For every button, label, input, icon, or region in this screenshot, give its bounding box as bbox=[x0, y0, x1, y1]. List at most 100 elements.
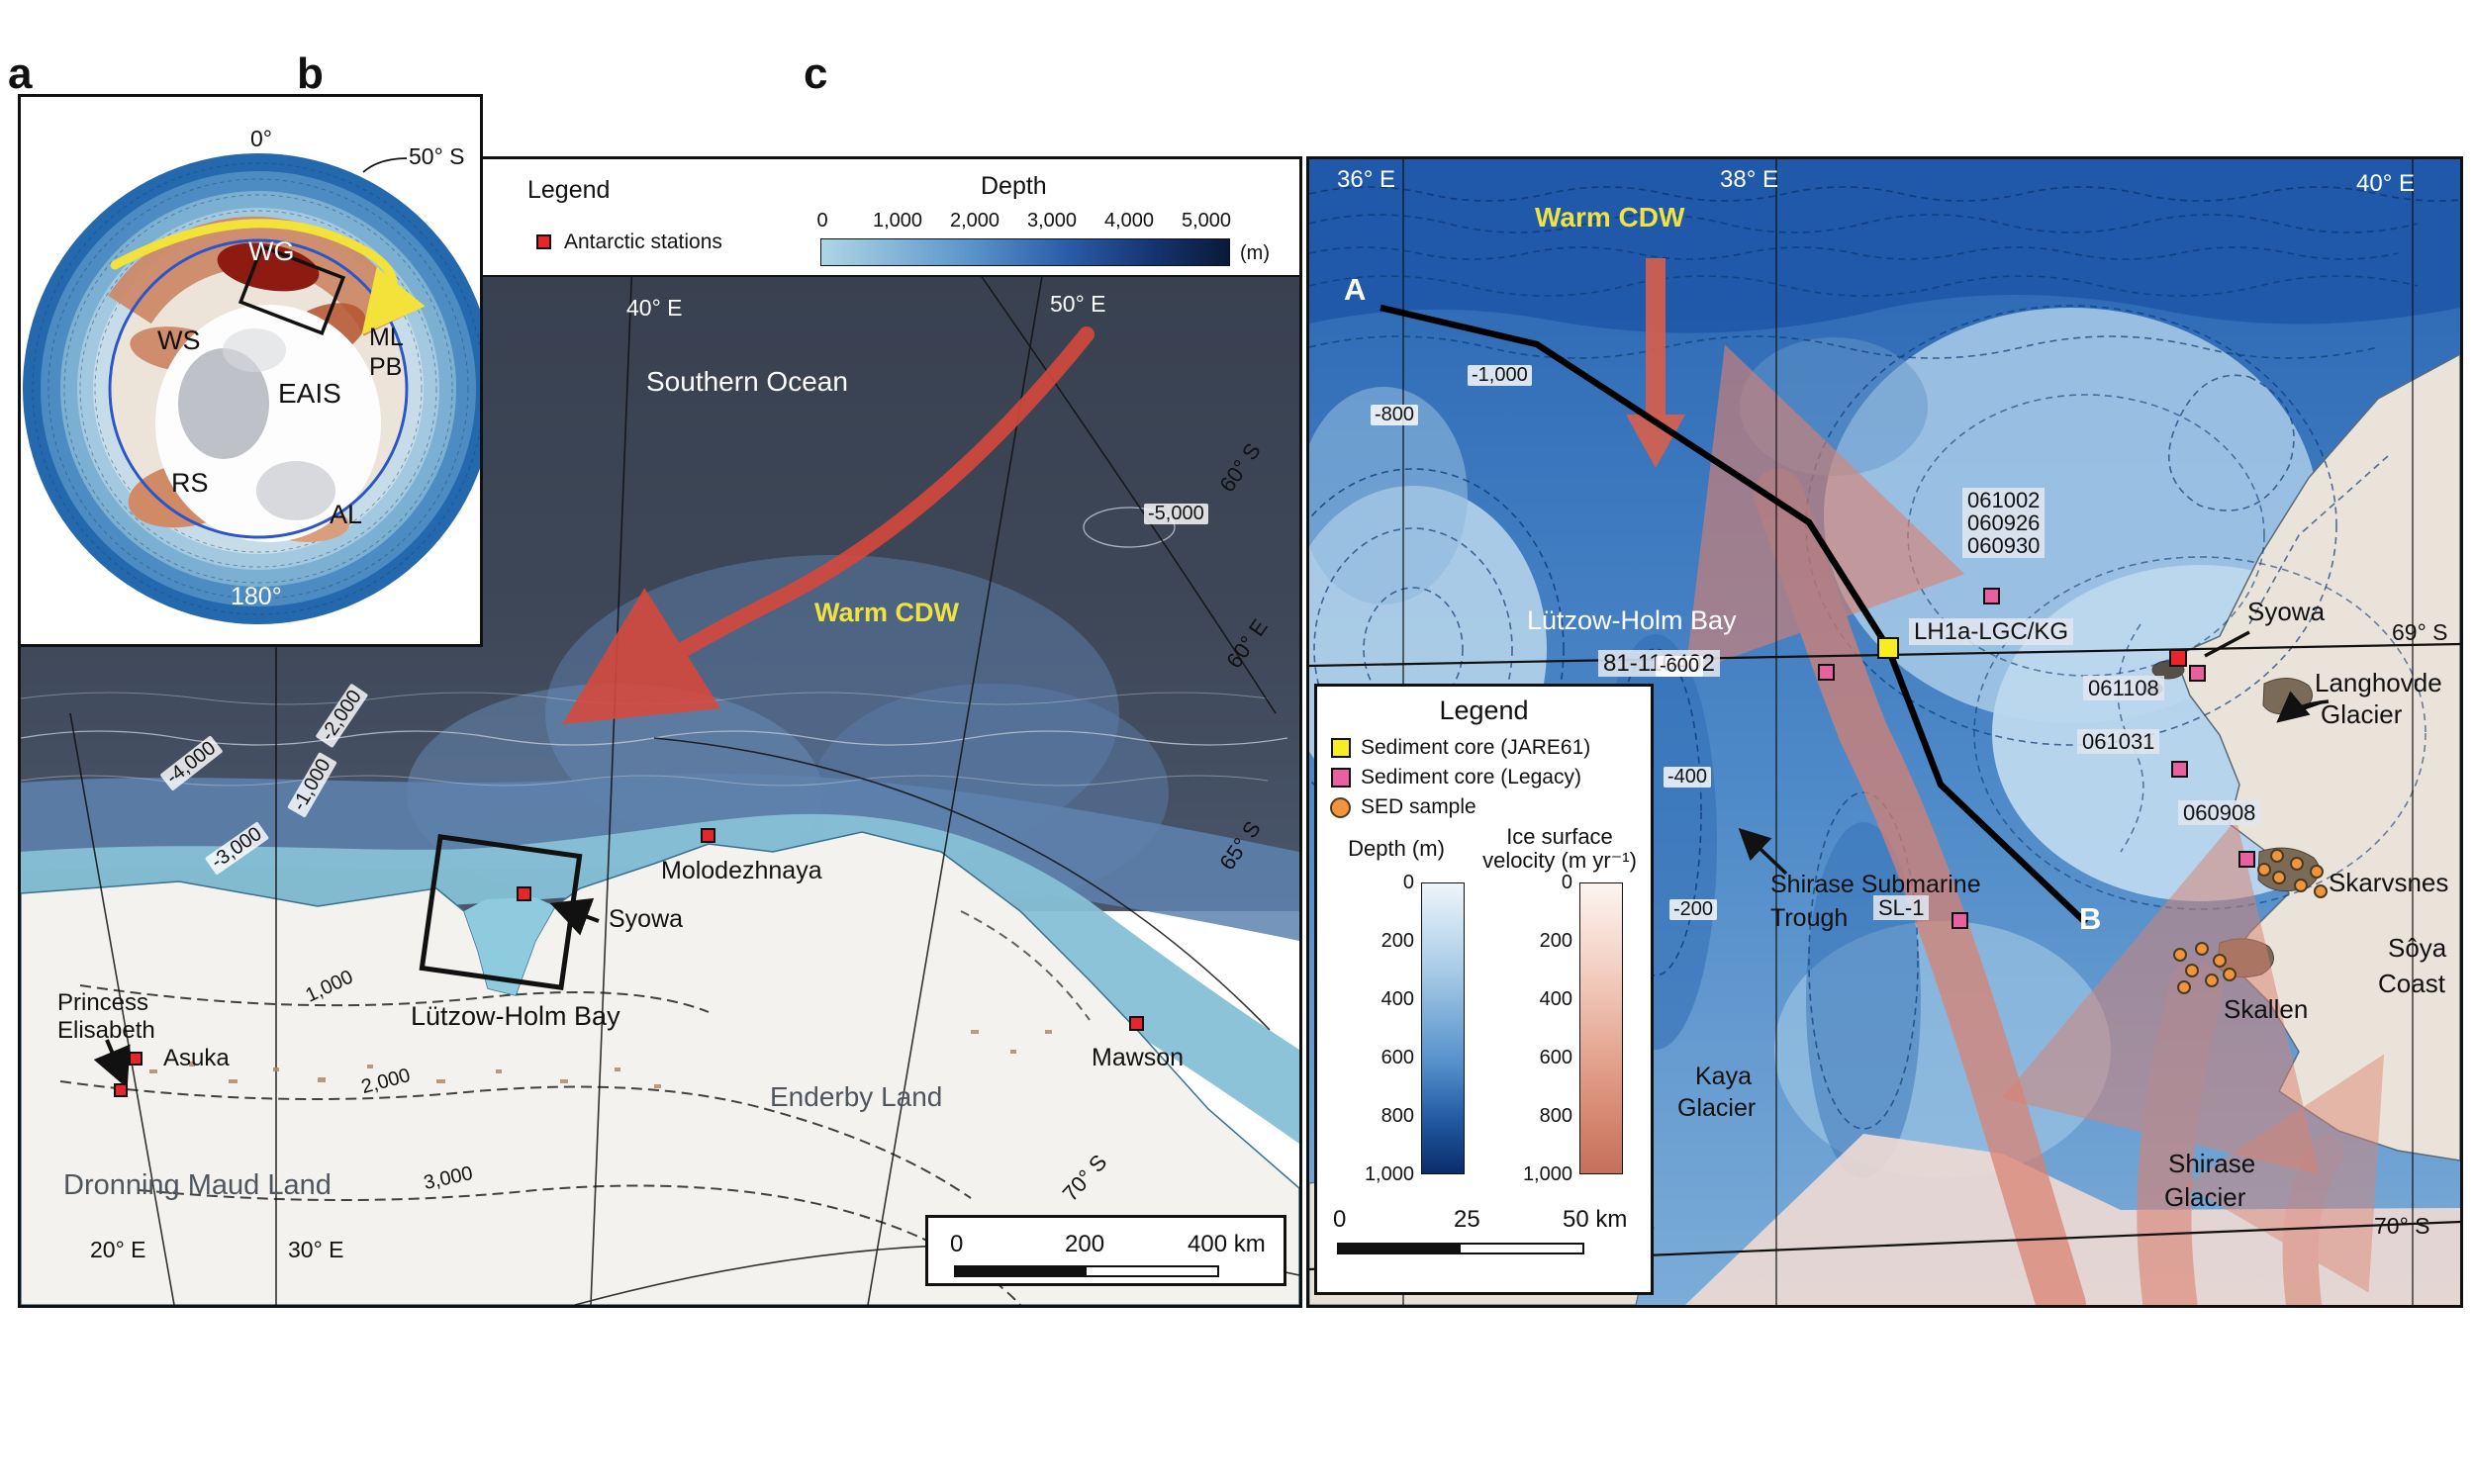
place-label-shirase-1: Shirase bbox=[2168, 1149, 2256, 1178]
sed-sample-dot bbox=[2223, 968, 2236, 981]
place-label-soya-2: Coast bbox=[2378, 969, 2445, 998]
scale-tick-400: 400 km bbox=[1188, 1231, 1266, 1257]
place-label-lutzow-c: Lützow-Holm Bay bbox=[1527, 605, 1737, 635]
legend-swatch-legacy bbox=[1331, 768, 1351, 788]
southern-ocean-label: Southern Ocean bbox=[646, 366, 848, 397]
study-region-box bbox=[238, 243, 346, 336]
station-label-asuka: Asuka bbox=[163, 1045, 230, 1071]
station-marker-princess bbox=[114, 1083, 128, 1097]
depth-colorbar bbox=[820, 238, 1230, 266]
ice-flow-arrow-coast bbox=[2183, 1054, 2385, 1305]
depth-tick: 5,000 bbox=[1181, 210, 1232, 232]
place-label-trough-1: Shirase Submarine bbox=[1770, 871, 1981, 898]
velocity-tick: 1,000 bbox=[1522, 1163, 1572, 1185]
place-label-langhovde-1: Langhovde bbox=[2315, 668, 2442, 697]
transect-line-ab bbox=[1380, 304, 2089, 926]
velocity-tick: 400 bbox=[1539, 988, 1572, 1010]
panel-b-legend: Legend Antarctic stations Depth 0 1,000 … bbox=[478, 159, 1299, 277]
core-label-060930: 060930 bbox=[1967, 533, 2041, 559]
depth-tick: 1,000 bbox=[872, 210, 923, 232]
lat-label-50s: 50° S bbox=[409, 143, 465, 169]
contour-label-5000: -5,000 bbox=[1144, 504, 1208, 524]
sed-sample-dot bbox=[2173, 948, 2187, 962]
panel-b-scalebar: 0 200 400 km bbox=[925, 1215, 1286, 1286]
contour-label-m1000: -1,000 bbox=[1468, 365, 1532, 386]
region-label-eais: EAIS bbox=[278, 378, 341, 409]
syowa-leader-c bbox=[2204, 630, 2250, 658]
sed-sample-dot bbox=[2290, 857, 2304, 871]
core-label-lh1a: LH1a-LGC/KG bbox=[1909, 618, 2074, 646]
station-label-princess-1: Princess bbox=[57, 989, 149, 1016]
transect-point-b: B bbox=[2079, 901, 2102, 936]
graticule-label-69s: 69° S bbox=[2392, 619, 2448, 645]
graticule-label-30e: 30° E bbox=[288, 1237, 344, 1262]
sed-sample-dot bbox=[2272, 871, 2286, 884]
contour-label-m600: -600 bbox=[1656, 656, 1704, 677]
lon-label-0: 0° bbox=[250, 126, 272, 151]
velocity-axis-title-2: velocity (m yr⁻¹) bbox=[1482, 848, 1637, 873]
region-label-rs: RS bbox=[171, 468, 209, 498]
core-marker-060908 bbox=[2238, 851, 2255, 868]
sed-sample-dot bbox=[2177, 980, 2191, 994]
panel-letter-a: a bbox=[8, 49, 33, 98]
lat50-leader bbox=[362, 157, 408, 173]
legend-item-legacy: Sediment core (Legacy) bbox=[1361, 766, 1581, 788]
depth-tick-c: 200 bbox=[1380, 930, 1414, 952]
graticule-label-36e: 36° E bbox=[1337, 166, 1395, 193]
legend-title: Legend bbox=[527, 176, 611, 204]
scale-c-25: 25 bbox=[1454, 1206, 1480, 1233]
velocity-colorbar bbox=[1579, 882, 1623, 1174]
scale-bar-c bbox=[1337, 1243, 1584, 1254]
panel-c-legend: Legend Sediment core (JARE61) Sediment c… bbox=[1314, 684, 1654, 1295]
princess-leader-arrow bbox=[93, 1039, 131, 1089]
sed-sample-dot bbox=[2195, 942, 2209, 956]
contour-label-m800: -800 bbox=[1371, 405, 1419, 425]
graticule-label-20e: 20° E bbox=[90, 1237, 146, 1262]
depth-tick-c: 600 bbox=[1380, 1047, 1414, 1068]
legend-swatch-jare61 bbox=[1331, 738, 1351, 758]
lutzow-holm-bay-inlet bbox=[464, 897, 555, 995]
depth-tick: 2,000 bbox=[949, 210, 1000, 232]
station-marker-molodezhnaya bbox=[701, 828, 715, 843]
warm-cdw-label-c: Warm CDW bbox=[1535, 202, 1685, 232]
place-label-skarvsnes: Skarvsnes bbox=[2329, 868, 2449, 897]
place-label-skallen: Skallen bbox=[2224, 994, 2309, 1024]
velocity-tick: 800 bbox=[1539, 1105, 1572, 1127]
scale-tick-0: 0 bbox=[950, 1231, 964, 1257]
station-marker-syowa-c bbox=[2169, 649, 2187, 667]
sed-sample-dot bbox=[2185, 964, 2199, 977]
scale-tick-200: 200 bbox=[1065, 1231, 1105, 1257]
panel-a-globe bbox=[23, 153, 480, 624]
core-label-061108: 061108 bbox=[2083, 676, 2164, 701]
sed-sample-dot bbox=[2213, 954, 2227, 968]
depth-tick-c: 0 bbox=[1402, 872, 1414, 893]
core-marker-sl1 bbox=[1951, 912, 1968, 929]
station-marker-asuka bbox=[129, 1052, 143, 1066]
region-label-ws: WS bbox=[157, 325, 201, 355]
depth-tick: 4,000 bbox=[1103, 210, 1155, 232]
lon-label-180: 180° bbox=[231, 583, 282, 610]
region-label-wg: WG bbox=[248, 236, 295, 266]
station-label-princess-2: Elisabeth bbox=[57, 1017, 155, 1044]
place-label-langhovde-2: Glacier bbox=[2321, 699, 2403, 729]
graticule-label-40e: 40° E bbox=[626, 295, 683, 321]
sed-sample-dot bbox=[2270, 849, 2284, 863]
panel-c-map: 36° E 38° E 40° E Warm CDW A -1,000 -800… bbox=[1306, 156, 2463, 1308]
core-label-060908: 060908 bbox=[2178, 800, 2261, 826]
antarctic-coastline bbox=[21, 831, 1299, 1305]
velocity-tick: 600 bbox=[1539, 1047, 1572, 1068]
panel-letter-c: c bbox=[804, 49, 828, 98]
core-label-061031: 061031 bbox=[2077, 729, 2160, 755]
depth-tick-c: 800 bbox=[1380, 1105, 1414, 1127]
langhovde-arrow bbox=[2276, 691, 2330, 723]
station-label-syowa-c: Syowa bbox=[2247, 597, 2326, 626]
core-marker-lh1a-yellow bbox=[1877, 637, 1899, 659]
panel-letter-b: b bbox=[297, 49, 324, 98]
core-marker-061108 bbox=[2189, 665, 2206, 682]
place-label-lutzow: Lützow-Holm Bay bbox=[411, 1001, 620, 1031]
station-marker-mawson bbox=[1129, 1016, 1144, 1031]
station-marker-syowa bbox=[517, 886, 531, 901]
shelf-break-line bbox=[108, 238, 409, 539]
weddell-gyre-arrow bbox=[110, 219, 426, 335]
